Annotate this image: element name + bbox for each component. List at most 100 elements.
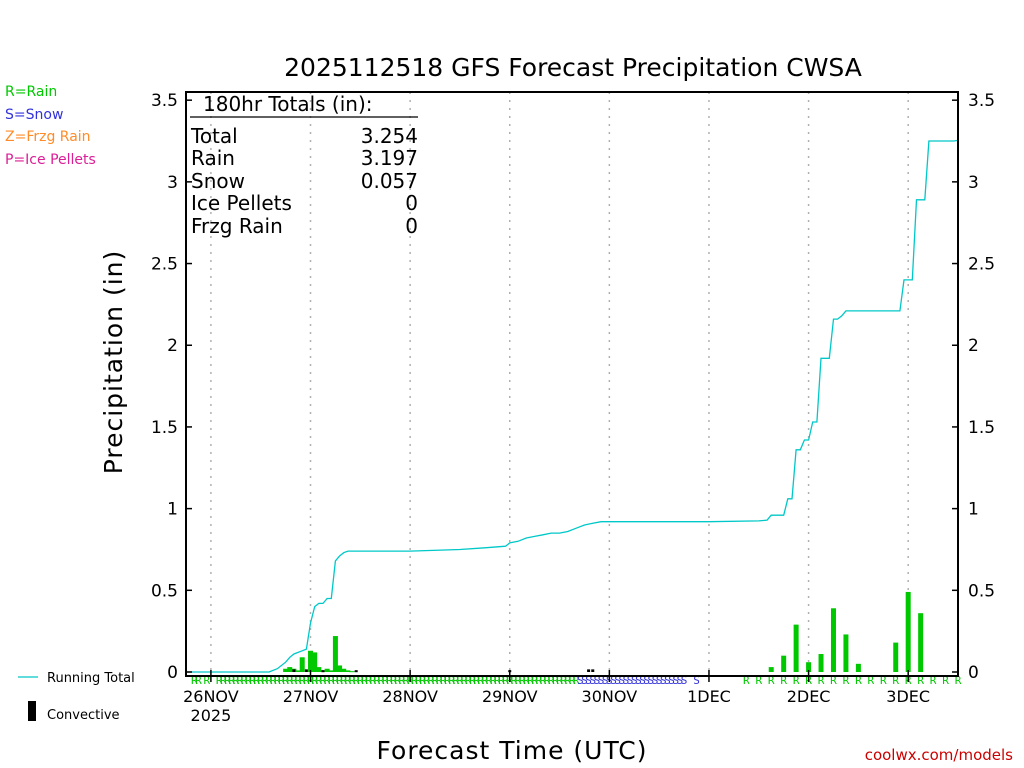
rain-type-mark: R [249, 674, 256, 687]
rain-type-mark: R [892, 674, 899, 687]
rain-type-mark: R [353, 674, 360, 687]
rain-type-mark: R [461, 674, 468, 687]
rain-type-mark: R [311, 674, 318, 687]
snow-type-mark: S [589, 674, 596, 687]
rain-type-mark: R [419, 674, 426, 687]
totals-value-total: 3.254 [361, 124, 418, 148]
rain-type-mark: R [465, 674, 472, 687]
rain-type-mark: R [357, 674, 364, 687]
legend-convective-swatch [28, 701, 36, 721]
rain-type-mark: R [535, 674, 542, 687]
rain-type-mark: R [569, 674, 576, 687]
snow-type-mark: S [631, 674, 638, 687]
x-tick-label-6: 2DEC [787, 687, 831, 706]
rain-type-mark: R [780, 674, 787, 687]
totals-box: 180hr Totals (in): Total 3.254 Rain 3.19… [190, 92, 418, 238]
rain-type-mark: R [855, 674, 862, 687]
rain-type-mark: R [253, 674, 260, 687]
gridlines [210, 92, 909, 672]
rain-type-mark: R [768, 674, 775, 687]
totals-label-ice: Ice Pellets [191, 191, 292, 215]
rain-type-mark: R [274, 674, 281, 687]
snow-type-mark: S [618, 674, 625, 687]
rain-bar [345, 670, 351, 672]
snow-type-mark: S [652, 674, 659, 687]
rain-type-mark: R [830, 674, 837, 687]
running-total-line [186, 139, 959, 673]
y-tick-label-right-5: 2.5 [968, 255, 995, 275]
rain-type-mark: R [411, 674, 418, 687]
x-tick-label-2: 28NOV [382, 687, 438, 706]
rain-type-mark: R [556, 674, 563, 687]
snow-type-mark: S [660, 674, 667, 687]
rain-type-mark: R [436, 674, 443, 687]
convective-bar [292, 669, 296, 672]
snow-type-mark: S [639, 674, 646, 687]
rain-type-mark: R [482, 674, 489, 687]
rain-type-mark: R [403, 674, 410, 687]
rain-bar [855, 663, 861, 672]
rain-bar [332, 636, 338, 672]
legend-frzg-rain: Z=Frzg Rain [5, 129, 91, 145]
totals-value-frzg: 0 [405, 214, 418, 238]
x-tick-sublabel-0: 2025 [191, 706, 232, 725]
rain-type-mark: R [423, 674, 430, 687]
rain-type-mark: R [278, 674, 285, 687]
rain-type-mark: R [220, 674, 227, 687]
rain-bar [283, 668, 289, 672]
totals-label-frzg: Frzg Rain [191, 214, 283, 238]
rain-type-mark: R [440, 674, 447, 687]
totals-label-total: Total [190, 124, 238, 148]
rain-type-mark: R [511, 674, 518, 687]
snow-type-mark: S [594, 674, 601, 687]
rain-type-mark: R [444, 674, 451, 687]
rain-type-mark: R [328, 674, 335, 687]
rain-type-mark: R [303, 674, 310, 687]
snow-type-mark: S [681, 674, 688, 687]
y-tick-label-right-0: 0 [968, 663, 979, 683]
rain-type-mark: R [216, 674, 223, 687]
credit-link[interactable]: coolwx.com/models [865, 746, 1013, 764]
rain-bar [316, 667, 322, 672]
rain-type-mark: R [224, 674, 231, 687]
x-axis-title: Forecast Time (UTC) [377, 736, 648, 765]
y-tick-label-left-4: 2 [167, 336, 178, 356]
y-tick-label-right-7: 3.5 [968, 91, 995, 111]
series-legend: Running Total Convective [18, 671, 135, 723]
convective-bar [321, 670, 325, 673]
rain-type-mark: R [390, 674, 397, 687]
rain-type-mark: R [257, 674, 264, 687]
rain-type-mark: R [565, 674, 572, 687]
rain-type-mark: R [527, 674, 534, 687]
rain-type-mark: R [241, 674, 248, 687]
rain-type-mark: R [374, 674, 381, 687]
rain-type-mark: R [428, 674, 435, 687]
rain-type-mark: R [515, 674, 522, 687]
rain-type-mark: R [332, 674, 339, 687]
bar-series [283, 591, 924, 673]
rain-type-mark: R [573, 674, 580, 687]
rain-type-mark: R [494, 674, 501, 687]
rain-bar [806, 662, 812, 672]
x-tick-label-1: 27NOV [283, 687, 339, 706]
y-axis-title: Precipitation (in) [99, 250, 128, 475]
rain-type-mark: R [232, 674, 239, 687]
y-tick-label-right-1: 0.5 [968, 581, 995, 601]
convective-bar [304, 669, 308, 672]
rain-type-mark: R [560, 674, 567, 687]
rain-type-mark: R [270, 674, 277, 687]
x-tick-label-3: 29NOV [482, 687, 538, 706]
rain-type-mark: R [295, 674, 302, 687]
rain-type-mark: R [299, 674, 306, 687]
rain-type-mark: R [316, 674, 323, 687]
snow-type-mark: S [610, 674, 617, 687]
rain-type-mark: R [452, 674, 459, 687]
totals-value-snow: 0.057 [361, 169, 418, 193]
rain-type-mark: R [415, 674, 422, 687]
rain-type-mark: R [540, 674, 547, 687]
x-tick-label-5: 1DEC [687, 687, 731, 706]
rain-type-mark: R [203, 674, 210, 687]
rain-bar [818, 654, 824, 672]
